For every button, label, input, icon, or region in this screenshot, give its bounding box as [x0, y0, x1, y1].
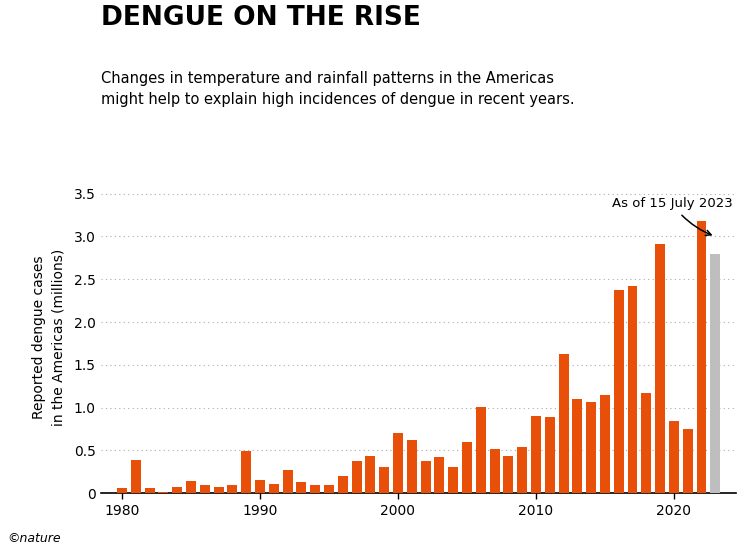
Bar [393, 433, 403, 493]
Bar [145, 488, 155, 493]
Bar [324, 486, 334, 493]
Bar [669, 421, 679, 493]
Bar [587, 402, 596, 493]
Bar [379, 467, 389, 493]
Y-axis label: Reported dengue cases
in the Americas (millions): Reported dengue cases in the Americas (m… [32, 248, 65, 426]
Bar [503, 455, 514, 493]
Bar [710, 254, 720, 493]
Bar [448, 467, 458, 493]
Bar [572, 399, 582, 493]
Bar [559, 353, 569, 493]
Bar [655, 244, 665, 493]
Bar [366, 455, 376, 493]
Bar [131, 460, 141, 493]
Bar [517, 447, 527, 493]
Bar [696, 221, 707, 493]
Text: DENGUE ON THE RISE: DENGUE ON THE RISE [101, 5, 421, 31]
Bar [297, 482, 306, 493]
Bar [462, 442, 472, 493]
Bar [310, 486, 320, 493]
Bar [434, 457, 445, 493]
Bar [241, 451, 251, 493]
Bar [228, 484, 237, 493]
Bar [683, 429, 692, 493]
Bar [214, 487, 224, 493]
Bar [186, 481, 196, 493]
Bar [351, 461, 361, 493]
Text: Changes in temperature and rainfall patterns in the Americas
might help to expla: Changes in temperature and rainfall patt… [101, 71, 575, 107]
Bar [628, 286, 638, 493]
Bar [614, 289, 623, 493]
Bar [641, 393, 651, 493]
Bar [158, 492, 168, 493]
Bar [269, 484, 279, 493]
Bar [255, 481, 265, 493]
Bar [531, 416, 541, 493]
Text: ©nature: ©nature [8, 532, 61, 545]
Bar [421, 461, 430, 493]
Bar [117, 488, 127, 493]
Bar [200, 484, 210, 493]
Bar [476, 407, 486, 493]
Bar [407, 440, 417, 493]
Bar [490, 449, 499, 493]
Bar [544, 417, 555, 493]
Bar [600, 395, 610, 493]
Bar [282, 470, 293, 493]
Bar [338, 476, 348, 493]
Bar [172, 487, 182, 493]
Text: As of 15 July 2023: As of 15 July 2023 [612, 197, 732, 235]
